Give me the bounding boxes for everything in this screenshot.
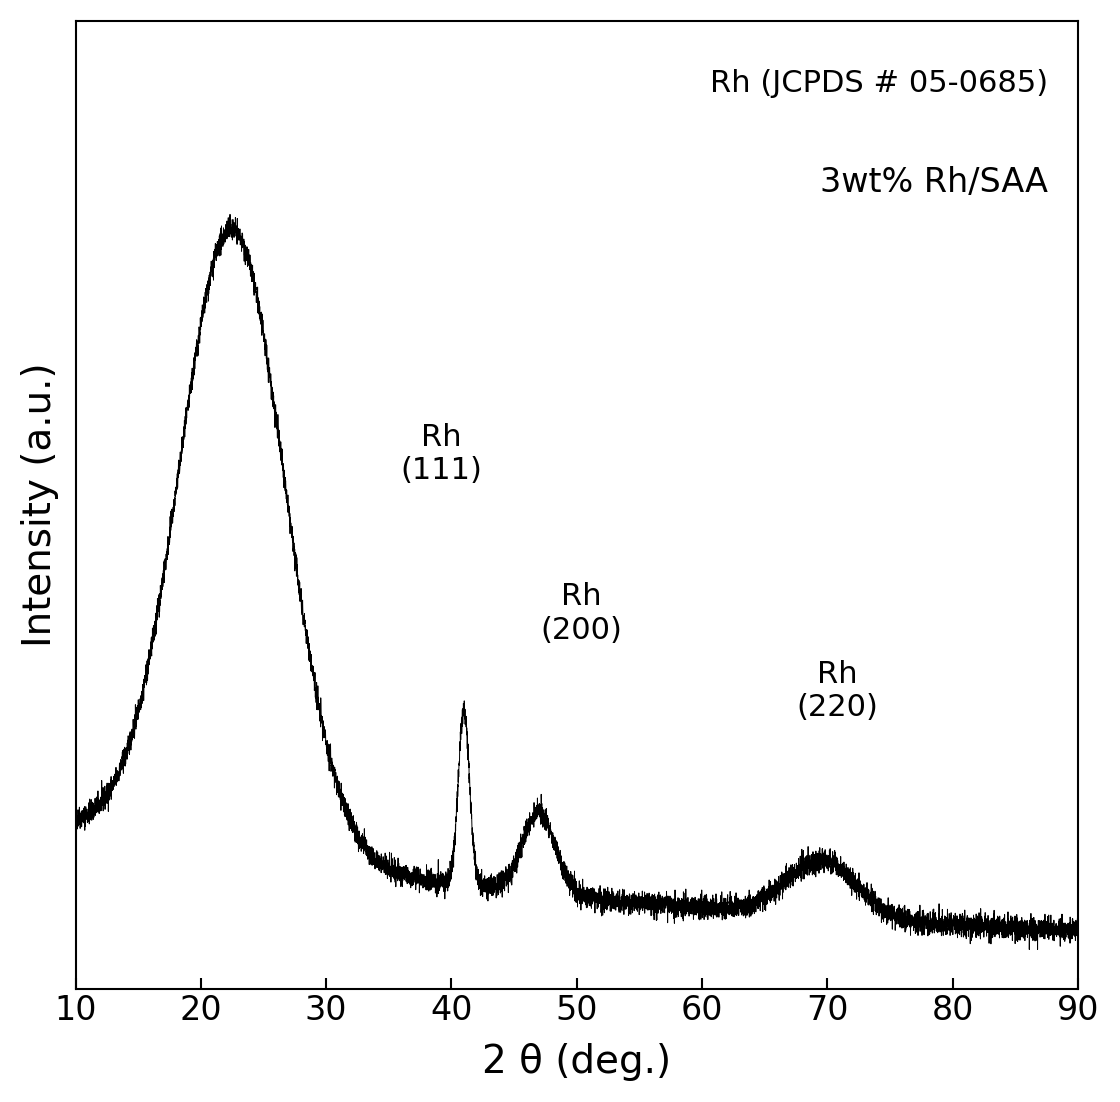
Y-axis label: Intensity (a.u.): Intensity (a.u.) <box>21 363 59 647</box>
X-axis label: 2 θ (deg.): 2 θ (deg.) <box>482 1044 671 1081</box>
Text: Rh
(200): Rh (200) <box>541 582 623 645</box>
Text: Rh (JCPDS # 05-0685): Rh (JCPDS # 05-0685) <box>710 69 1048 98</box>
Text: 3wt% Rh/SAA: 3wt% Rh/SAA <box>820 166 1048 199</box>
Text: Rh
(111): Rh (111) <box>401 423 483 485</box>
Text: Rh
(220): Rh (220) <box>796 660 878 722</box>
